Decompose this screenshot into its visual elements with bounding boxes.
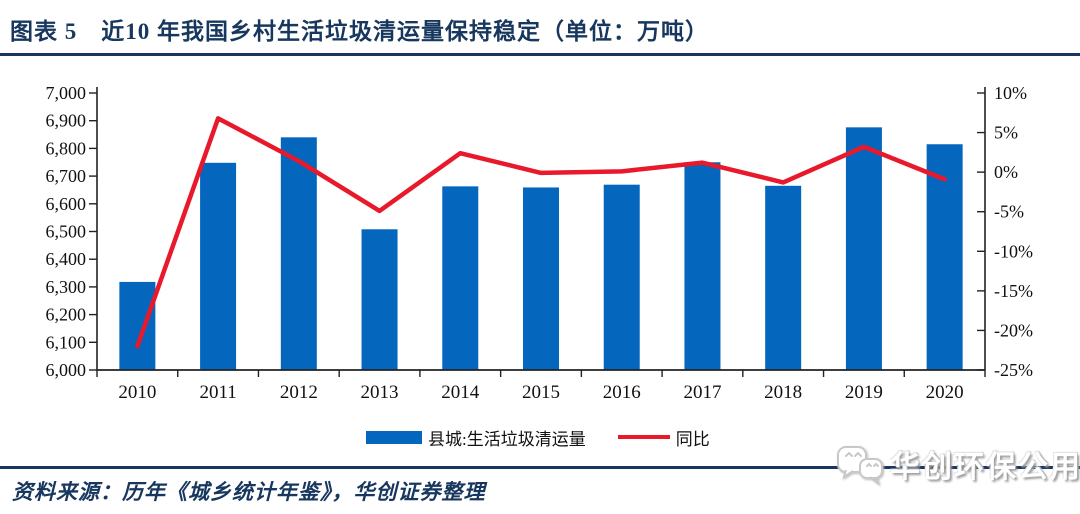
x-axis-label: 2013 xyxy=(361,382,399,403)
right-axis-label: 5% xyxy=(994,123,1018,143)
chart-legend: 县城:生活垃圾清运量 同比 xyxy=(366,425,710,450)
bar-2013 xyxy=(361,229,398,370)
source-note: 资料来源：历年《城乡统计年鉴》，华创证券整理 xyxy=(12,480,486,504)
right-axis-label: -15% xyxy=(994,281,1033,301)
legend-item-line: 同比 xyxy=(617,425,710,450)
legend-item-bar: 县城:生活垃圾清运量 xyxy=(366,425,586,450)
bar-2018 xyxy=(765,185,802,370)
left-axis-label: 6,300 xyxy=(46,277,87,297)
bar-2016 xyxy=(603,184,640,370)
left-axis-label: 6,400 xyxy=(46,249,87,269)
right-axis-label: -20% xyxy=(994,320,1033,340)
x-axis-label: 2016 xyxy=(603,382,641,403)
bar-2019 xyxy=(845,127,882,371)
left-axis-label: 6,900 xyxy=(46,111,87,131)
right-axis-label: -10% xyxy=(994,241,1033,261)
right-axis-label: 0% xyxy=(994,162,1018,182)
x-axis-label: 2017 xyxy=(683,382,721,403)
bar-2014 xyxy=(442,186,479,370)
legend-line-label: 同比 xyxy=(675,429,710,449)
bar-2020 xyxy=(926,144,963,370)
bar-2011 xyxy=(200,162,237,370)
yoy-line xyxy=(135,116,947,349)
x-axis-label: 2012 xyxy=(280,382,318,403)
left-axis-label: 7,000 xyxy=(46,83,87,103)
x-axis-label: 2020 xyxy=(926,382,964,403)
x-axis-label: 2010 xyxy=(118,382,156,403)
right-axis-label: -5% xyxy=(994,202,1024,222)
left-axis-label: 6,100 xyxy=(46,332,87,352)
footer-divider xyxy=(0,466,1080,469)
chart-canvas: 7,000 6,900 6,800 6,700 6,600 6,500 6,400 6,300… xyxy=(46,83,1034,403)
wechat-icon xyxy=(837,446,883,485)
watermark-text: 华创环保公用 xyxy=(890,451,1080,484)
right-axis-label: 10% xyxy=(994,83,1027,103)
title-divider xyxy=(0,53,1080,56)
bar-2012 xyxy=(280,137,317,370)
legend-bar-swatch-icon xyxy=(366,430,422,444)
left-axis-label: 6,000 xyxy=(46,360,87,380)
legend-line-swatch-icon xyxy=(617,435,670,439)
right-axis-label: -25% xyxy=(994,360,1033,380)
x-axis-label: 2019 xyxy=(845,382,883,403)
x-axis-label: 2014 xyxy=(441,382,480,403)
bar-2017 xyxy=(684,162,721,370)
left-axis-label: 6,800 xyxy=(46,138,87,158)
left-axis-label: 6,500 xyxy=(46,222,87,242)
x-axis-label: 2011 xyxy=(199,382,236,403)
legend-bar-label: 县城:生活垃圾清运量 xyxy=(428,429,586,449)
bar-2015 xyxy=(523,187,559,370)
x-axis-label: 2018 xyxy=(764,382,802,403)
figure-title: 图表 5 近10 年我国乡村生活垃圾清运量保持稳定（单位：万吨） xyxy=(10,19,709,44)
left-axis-label: 6,200 xyxy=(46,305,87,325)
watermark: 华创环保公用 xyxy=(836,442,1080,486)
bar-2010 xyxy=(119,281,156,370)
left-axis-label: 6,600 xyxy=(46,194,87,214)
left-axis-label: 6,700 xyxy=(46,166,87,186)
x-axis-label: 2015 xyxy=(522,382,560,403)
